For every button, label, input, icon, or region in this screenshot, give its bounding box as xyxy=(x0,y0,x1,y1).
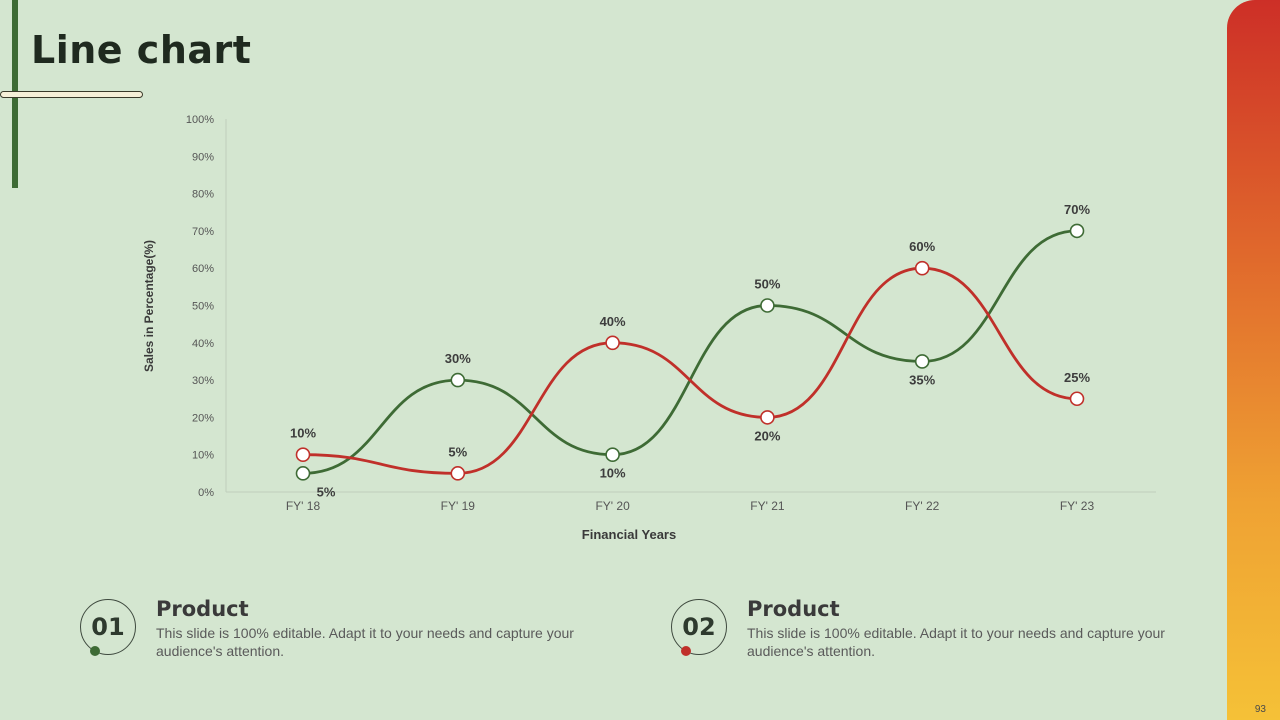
footer-item-1: 01 Product This slide is 100% editable. … xyxy=(80,597,640,661)
data-label: 70% xyxy=(1064,202,1090,217)
y-tick-label: 70% xyxy=(192,226,214,238)
data-label: 10% xyxy=(290,426,316,441)
y-tick-label: 60% xyxy=(192,263,214,275)
page-title: Line chart xyxy=(31,28,252,72)
y-tick-label: 80% xyxy=(192,189,214,201)
series-line-1 xyxy=(301,229,1079,475)
data-label: 25% xyxy=(1064,370,1090,385)
data-point-s2 xyxy=(295,447,311,463)
data-point-s1 xyxy=(760,298,775,313)
data-point-s1 xyxy=(450,372,466,388)
data-label: 40% xyxy=(600,314,626,329)
y-tick-label: 40% xyxy=(192,338,214,350)
y-tick-label: 10% xyxy=(192,450,214,462)
y-tick-label: 90% xyxy=(192,151,214,163)
footer-description: This slide is 100% editable. Adapt it to… xyxy=(747,625,1165,659)
data-point-s2 xyxy=(1069,391,1085,407)
line-chart: 0% 10% 20% 30% 40% 50% 60% 70% 80% 90% 100% FY' 18 F… xyxy=(142,114,1156,542)
y-tick-label: 30% xyxy=(192,375,214,387)
data-label: 30% xyxy=(445,351,471,366)
data-label: 60% xyxy=(909,239,935,254)
x-tick-label: FY' 21 xyxy=(750,499,785,513)
badge-01: 01 xyxy=(80,599,136,655)
data-label: 20% xyxy=(754,428,780,443)
series-line-2 xyxy=(301,266,1079,475)
badge-02: 02 xyxy=(671,599,727,655)
data-label: 5% xyxy=(448,444,467,459)
data-label: 5% xyxy=(317,484,336,499)
y-tick-label: 100% xyxy=(186,114,214,126)
data-point-s2 xyxy=(760,410,775,425)
y-axis-title: Sales in Percentage(%) xyxy=(142,240,156,372)
title-underline xyxy=(0,91,143,98)
data-point-s2 xyxy=(450,466,466,481)
data-point-s2 xyxy=(605,335,620,351)
y-tick-label: 0% xyxy=(198,487,214,499)
x-tick-label: FY' 18 xyxy=(286,499,321,513)
data-point-s1 xyxy=(1069,223,1085,239)
badge-dot-red xyxy=(681,646,691,656)
footer-description: This slide is 100% editable. Adapt it to… xyxy=(156,625,574,659)
y-tick-label: 50% xyxy=(192,301,214,313)
footer-heading: Product xyxy=(747,597,840,621)
x-tick-label: FY' 19 xyxy=(441,499,476,513)
data-label: 50% xyxy=(754,277,780,292)
data-point-s2 xyxy=(914,260,930,276)
right-gradient-ribbon xyxy=(1227,0,1280,720)
x-tick-label: FY' 22 xyxy=(905,499,940,513)
y-tick-label: 20% xyxy=(192,412,214,424)
footer-heading: Product xyxy=(156,597,249,621)
x-tick-label: FY' 23 xyxy=(1060,499,1095,513)
footer-item-2: 02 Product This slide is 100% editable. … xyxy=(671,597,1231,661)
data-point-s1 xyxy=(295,466,311,481)
x-tick-label: FY' 20 xyxy=(595,499,630,513)
page-number: 93 xyxy=(1254,704,1266,715)
data-label: 35% xyxy=(909,372,935,387)
x-axis-title: Financial Years xyxy=(582,527,676,542)
badge-dot-green xyxy=(90,646,100,656)
data-label: 10% xyxy=(600,466,626,481)
data-point-s1 xyxy=(914,354,930,369)
data-point-s1 xyxy=(605,447,620,463)
